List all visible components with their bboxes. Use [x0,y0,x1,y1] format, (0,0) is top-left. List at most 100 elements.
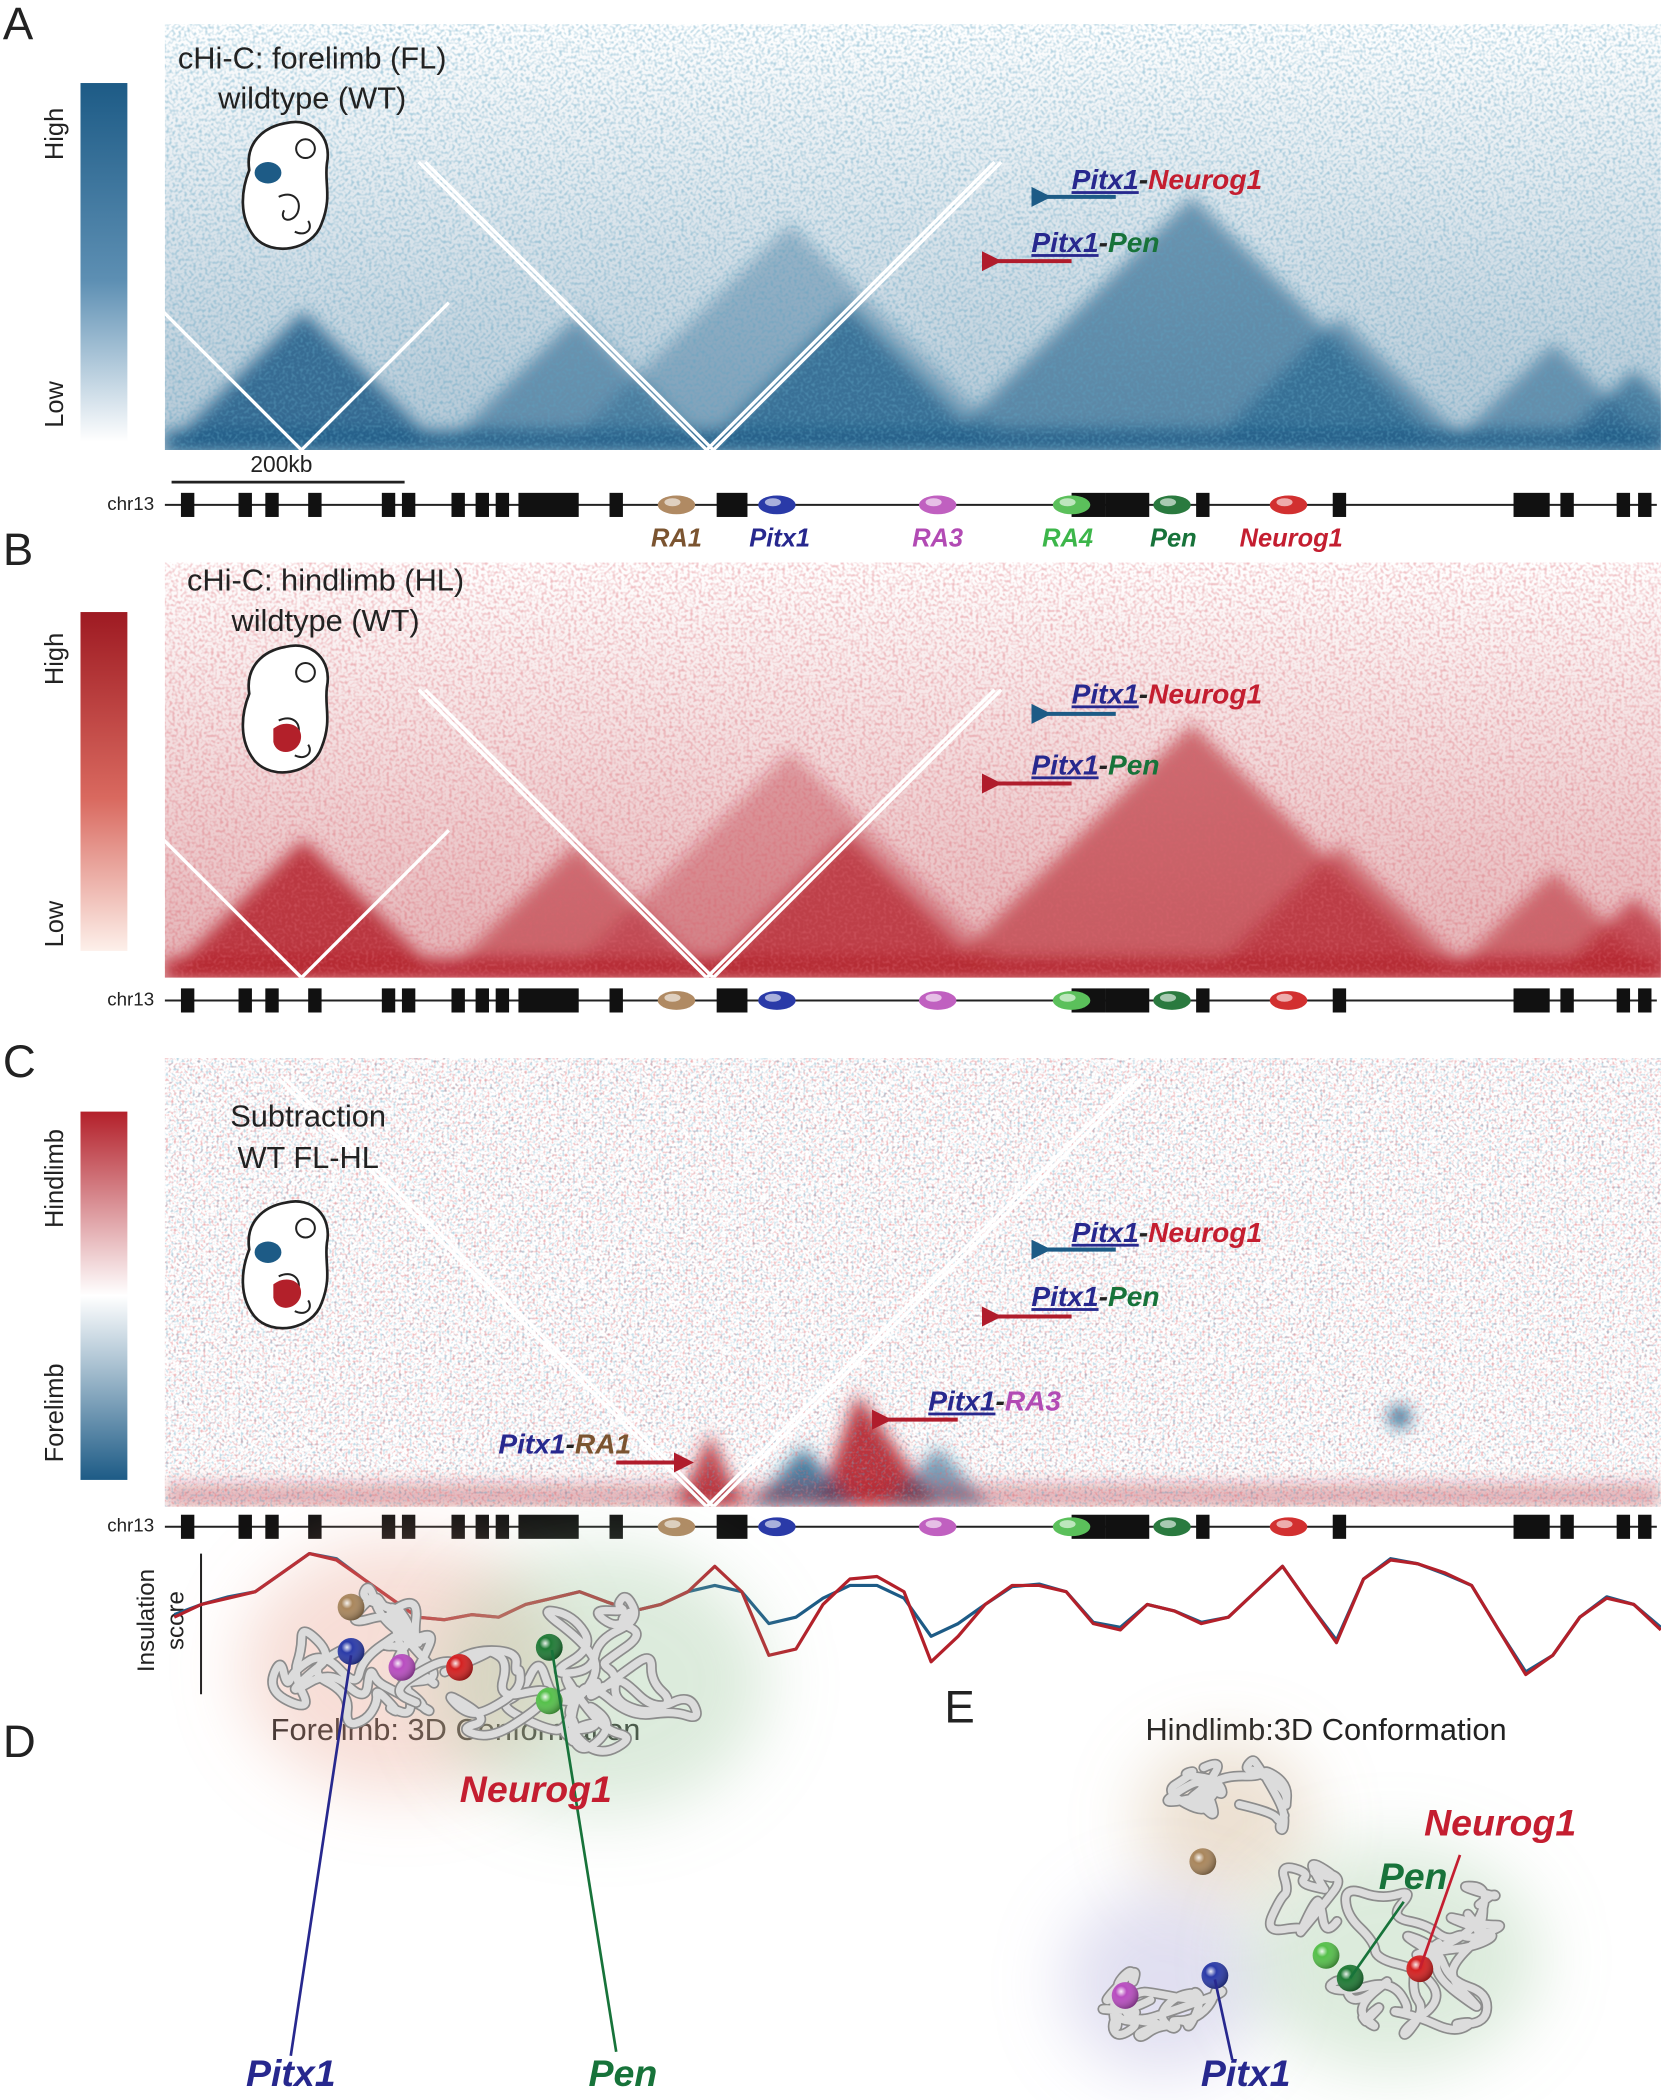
gene-box [475,988,489,1013]
boundary-line [300,829,450,978]
chromatin-fiber [1326,1882,1504,2039]
label-part: Pitx1 [1031,1282,1098,1313]
sphere-shade [1312,1941,1340,1969]
heatmap-body [164,562,1661,978]
gene-box [308,492,322,517]
arrow-label: Pitx1-RA3 [928,1386,1061,1417]
feature-label: Neurog1 [1240,524,1343,552]
label-part: Pen [1108,1282,1160,1313]
leader-line [289,1655,353,2057]
label-part: RA1 [575,1429,631,1460]
gene-box [1332,1514,1347,1539]
gene-box [308,1514,322,1539]
gene-box [381,492,396,517]
structure-label: Pitx1 [1201,2052,1291,2094]
label-part: Pitx1 [1072,1217,1139,1248]
gene-box [1616,492,1631,517]
label-part: - [1099,750,1108,781]
gene-box [495,1514,510,1539]
label-part: RA3 [1005,1386,1062,1417]
heatmap-texture [164,1058,1661,1507]
label-part: - [1099,228,1108,259]
label-part: Pitx1 [928,1386,995,1417]
chromatin-fiber [501,1593,701,1755]
gene-box [401,988,416,1013]
colorbar [80,83,128,442]
feature-label: RA1 [651,524,702,552]
gene-box [308,988,322,1013]
arrow-label: Pitx1-Neurog1 [1072,1217,1263,1248]
label-part: - [1139,679,1148,710]
boundary-line [164,838,303,978]
panel-title: Subtraction [230,1098,386,1133]
panel-title: wildtype (WT) [217,81,406,116]
leader-line [1213,1979,1234,2061]
label-part: Neurog1 [1148,1217,1262,1248]
leader-line [550,1649,618,2052]
boundary-line [164,311,303,450]
sphere-shade [446,1654,473,1681]
gene-box [1638,988,1652,1013]
gene-box [238,492,252,517]
heatmap-texture [164,24,1661,450]
gene-box [1560,1514,1574,1539]
boundary-line [712,160,1003,450]
element-highlight [1159,498,1177,507]
structure-label: Pitx1 [246,2052,336,2094]
element-highlight [764,1520,781,1529]
feature-label: Pitx1 [749,524,810,552]
label-part: - [1139,165,1148,196]
gene-box [475,492,489,517]
arrow-label: Pitx1-Pen [1031,750,1159,781]
element-highlight [925,993,942,1002]
sphere-shade [337,1637,365,1665]
panel-title: WT FL-HL [237,1140,378,1175]
sphere-shade [1201,1962,1229,1989]
gene-box [1105,988,1150,1013]
label-part: - [1099,1282,1108,1313]
panel-title: cHi-C: forelimb (FL) [178,40,447,75]
gene-box [518,988,579,1013]
element-highlight [1059,498,1076,507]
gene-box [1616,1514,1631,1539]
boundary-line [276,1076,708,1507]
structure-label: Pen [1379,1855,1448,1897]
element-highlight [1276,993,1293,1002]
element-highlight [664,993,681,1002]
panel-letter: E [944,1681,974,1732]
3d-structures [241,1540,1541,2076]
structure-label: Neurog1 [460,1768,612,1810]
panel-title: Hindlimb:3D Conformation [1145,1712,1506,1747]
colorbar [80,1111,128,1480]
chromatin-fiber [1164,1756,1291,1834]
gene-box [716,988,748,1013]
leader-line [1349,1901,1405,1979]
boundary-line [705,160,996,450]
gene-box [518,1514,579,1539]
label-part: Pitx1 [1031,228,1098,259]
feature-label: RA3 [912,524,963,552]
colorbar [80,612,128,951]
sphere-shade [535,1633,563,1661]
sphere-shade [1189,1848,1217,1875]
element-highlight [1059,993,1076,1002]
chromatin-fiber [1099,1967,1226,2041]
label-part: Pitx1 [1072,679,1139,710]
feature-label: RA4 [1042,524,1093,552]
label-part: Pitx1 [498,1429,565,1460]
panel-letter: D [3,1716,36,1767]
boundary-line [417,160,708,450]
axis-label: Insulation [133,1569,160,1672]
gene-box [265,988,279,1013]
gene-box [1105,1514,1150,1539]
colorbar-label: Low [41,900,69,947]
halo [1062,1888,1264,2076]
gene-box [401,1514,416,1539]
label-part: Neurog1 [1148,679,1262,710]
colorbar-label: Low [41,381,69,428]
scale-bar-label: 200kb [250,451,312,477]
gene-box [716,492,748,517]
gene-track: chr13 [107,988,1657,1013]
sphere-shade [337,1593,365,1621]
